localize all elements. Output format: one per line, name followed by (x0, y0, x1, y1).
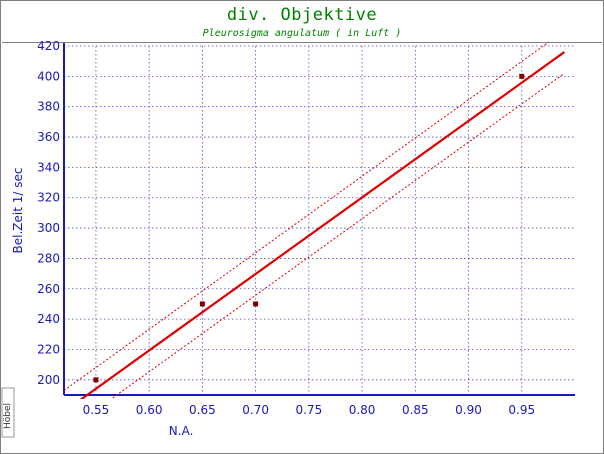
x-tick-label: 0.75 (295, 403, 322, 417)
x-tick-label: 0.60 (136, 403, 163, 417)
x-axis-label: N.A. (169, 424, 194, 438)
x-tick-label: 0.85 (402, 403, 429, 417)
x-tick-label: 0.65 (189, 403, 216, 417)
x-tick-label: 0.95 (508, 403, 535, 417)
upper-confidence-line (63, 42, 550, 391)
x-tick-label: 0.90 (455, 403, 482, 417)
data-point (519, 73, 525, 79)
y-tick-label: 240 (37, 312, 60, 326)
data-point (93, 377, 99, 383)
regression-line (79, 51, 565, 399)
x-tick-label: 0.80 (349, 403, 376, 417)
y-axis-label: Bel.Zeit 1/ sec (11, 168, 25, 254)
y-tick-label: 420 (37, 39, 60, 53)
y-tick-label: 380 (37, 100, 60, 114)
data-point (199, 301, 205, 307)
data-point (253, 301, 259, 307)
lower-confidence-line (110, 72, 565, 399)
y-tick-label: 280 (37, 251, 60, 265)
y-tick-label: 340 (37, 160, 60, 174)
y-tick-label: 260 (37, 282, 60, 296)
fit-group (63, 42, 565, 399)
y-tick-label: 220 (37, 342, 60, 356)
x-tick-label: 0.55 (83, 403, 110, 417)
watermark-box (1, 387, 15, 438)
y-tick-label: 320 (37, 191, 60, 205)
watermark-text: Höbel (3, 403, 13, 429)
y-tick-label: 400 (37, 69, 60, 83)
chart-subtitle: Pleurosigma angulatum ( in Luft ) (202, 28, 402, 39)
y-tick-label: 200 (37, 373, 60, 387)
y-tick-label: 360 (37, 130, 60, 144)
x-tick-label: 0.70 (242, 403, 269, 417)
chart-title: div. Objektive (226, 5, 378, 25)
chart-header: div. Objektive Pleurosigma angulatum ( i… (2, 2, 602, 43)
y-tick-label: 300 (37, 221, 60, 235)
